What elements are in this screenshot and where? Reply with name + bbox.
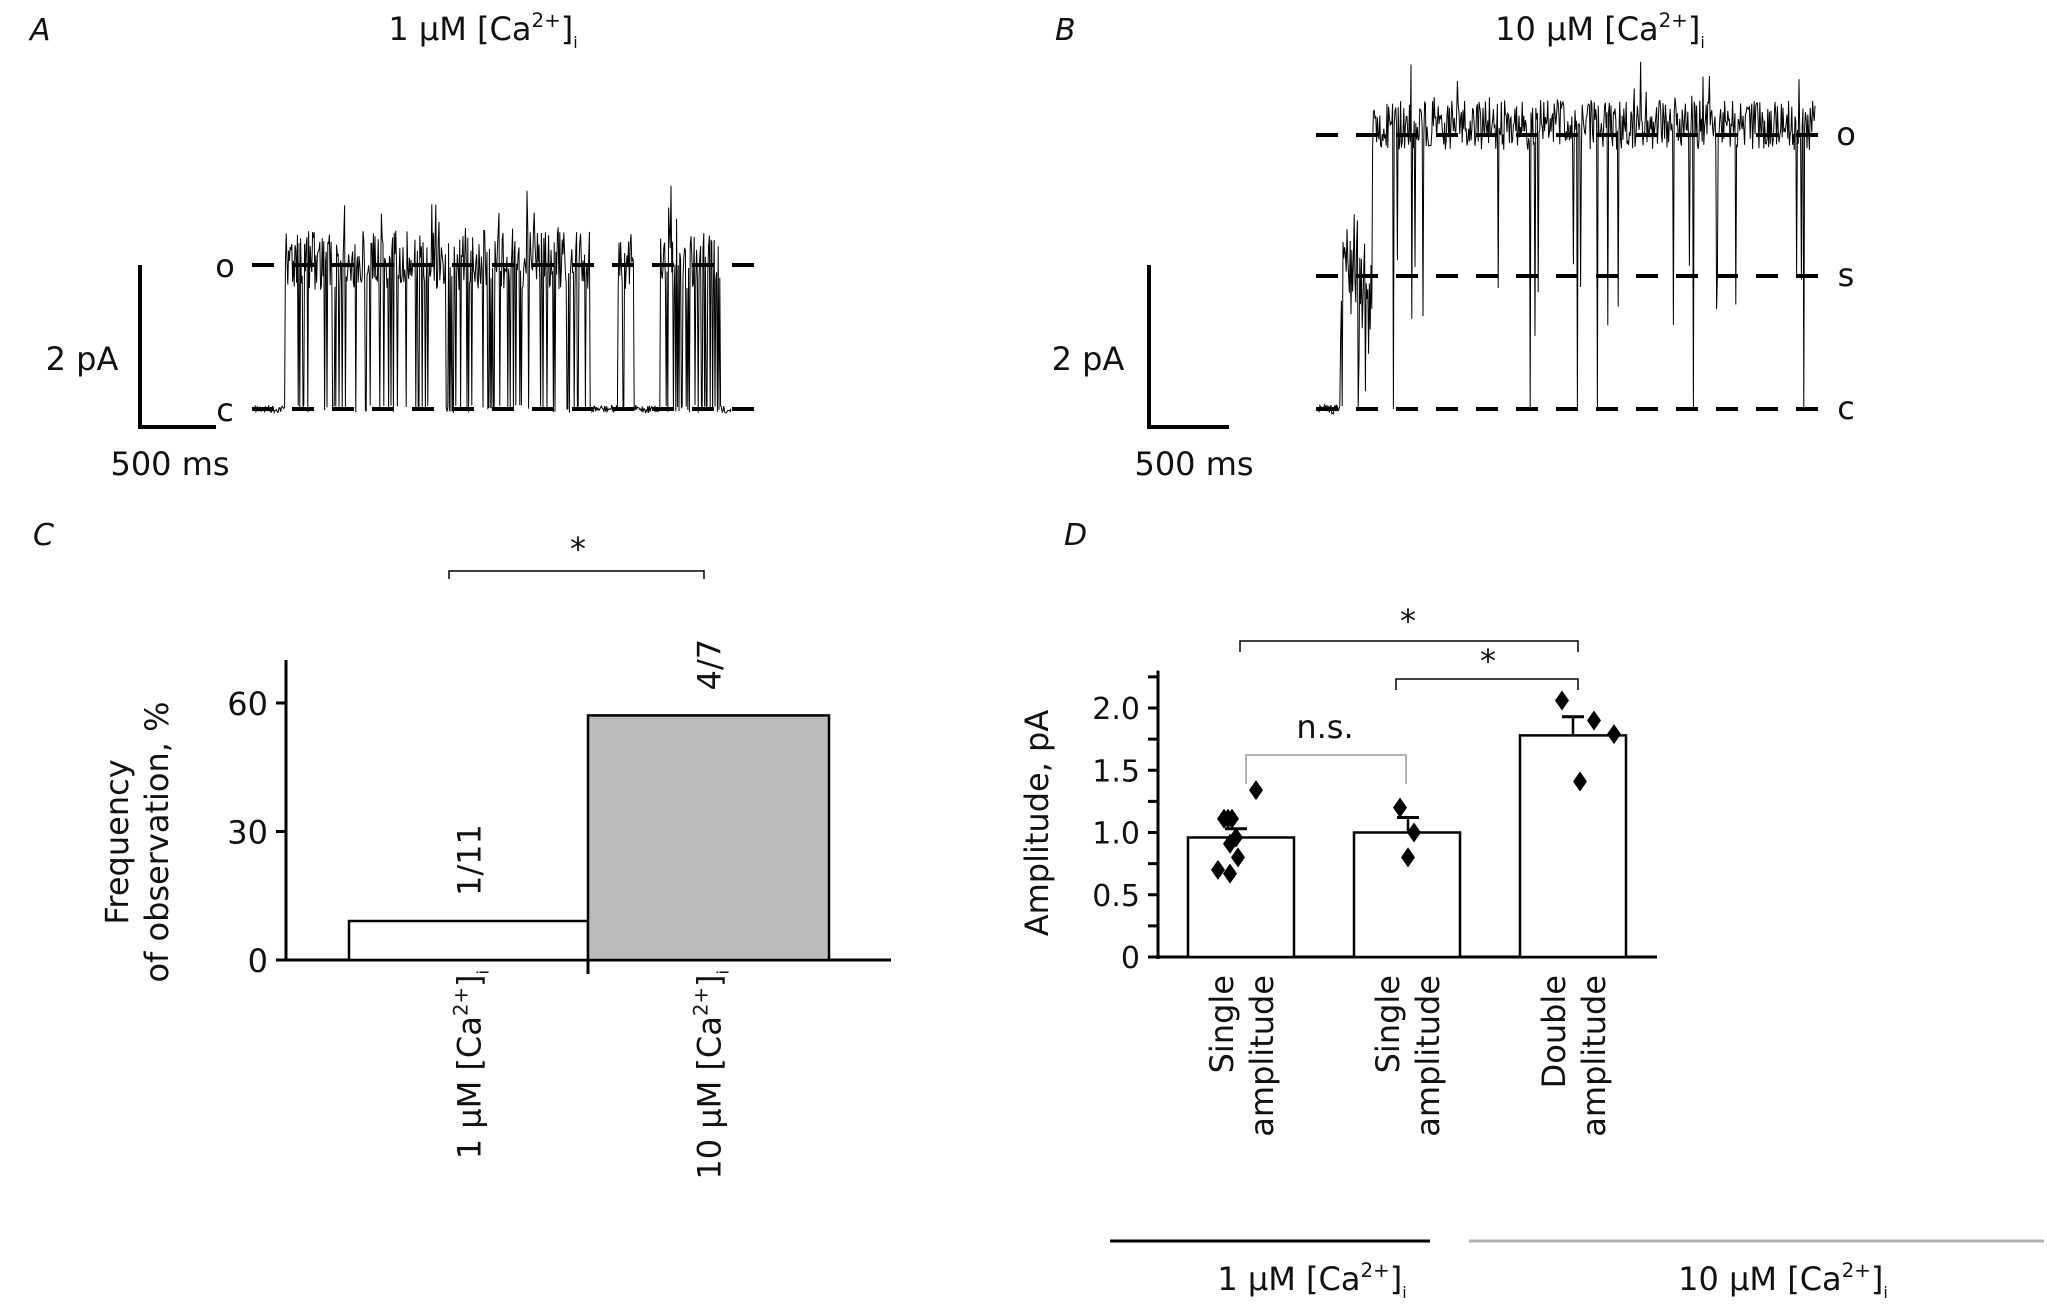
group-label-2: 10 μM [Ca2+]i [1678,1259,1888,1302]
y-tick-label-c: 60 [227,685,268,723]
x-tick-label-c: 1 μM [Ca2+]i [450,970,493,1159]
data-point-d [1607,724,1621,745]
data-point-d [1231,847,1245,868]
x-tick-label-d: Single [1369,975,1407,1073]
y-tick-label-d: 1.5 [1092,754,1140,789]
bar-d [1518,734,1628,959]
y-tick-label-c: 30 [227,814,268,852]
scale-label-time-a: 500 ms [110,445,229,483]
data-point-d [1249,780,1263,801]
comparison-bracket-d [1395,678,1579,690]
data-point-d [1225,808,1239,829]
bar-c [347,919,590,962]
scale-label-time-b: 500 ms [1134,445,1253,483]
data-point-d [1407,822,1421,843]
y-axis-label-d: Amplitude, pA [1018,710,1056,937]
data-point-d [1573,771,1587,792]
y-tick-label-d: 0 [1121,941,1140,976]
current-trace-a [254,185,732,415]
data-point-d [1211,859,1225,880]
panel-a-title: 1 μM [Ca2+]i [388,9,577,52]
comparison-bracket-d [1245,754,1407,784]
panel-label-a: A [28,13,51,48]
data-point-d [1587,710,1601,731]
data-point-d [1555,690,1569,711]
panel-label-c: C [33,518,54,553]
bar-label-c: 4/7 [691,639,729,691]
level-label-c: c [216,391,234,429]
y-tick-label-d: 2.0 [1092,692,1140,727]
significance-bracket-c [448,570,705,579]
panel-label-b: B [1055,13,1076,48]
significance-label-c: * [570,530,586,568]
bar-label-c: 1/11 [451,824,489,896]
data-point-d [1223,863,1237,884]
comparison-bracket-d [1239,640,1579,652]
x-tick-label-d: Double [1535,975,1573,1088]
comparison-label-d: n.s. [1296,708,1353,746]
y-tick-label-d: 1.0 [1092,817,1140,852]
panel-label-d: D [1064,518,1087,553]
x-tick-label-d: Single [1203,975,1241,1073]
level-label-o: o [1836,115,1856,153]
data-point-d [1401,847,1415,868]
x-tick-label-d: amplitude [1575,975,1613,1137]
scale-label-current-b: 2 pA [1052,340,1125,378]
x-tick-label-d: amplitude [1243,975,1281,1137]
y-axis-label-c: of observation, % [138,701,176,982]
level-label-c: c [1837,389,1855,427]
bar-c [586,714,831,962]
comparison-label-d: * [1480,642,1496,680]
level-label-s: s [1838,256,1855,294]
scale-label-current-a: 2 pA [46,340,119,378]
data-point-d [1393,797,1407,818]
panel-b-title: 10 μM [Ca2+]i [1495,9,1705,52]
comparison-label-d: * [1400,602,1416,640]
level-label-o: o [215,247,235,285]
y-tick-label-d: 0.5 [1092,879,1140,914]
group-label-1: 1 μM [Ca2+]i [1217,1259,1406,1302]
x-tick-label-d: amplitude [1409,975,1447,1137]
x-tick-label-c: 10 μM [Ca2+]i [690,970,733,1180]
current-trace-b [1318,61,1816,415]
y-tick-label-c: 0 [248,942,268,980]
y-axis-label-c: Frequency [98,759,136,924]
data-point-d [1223,833,1237,854]
